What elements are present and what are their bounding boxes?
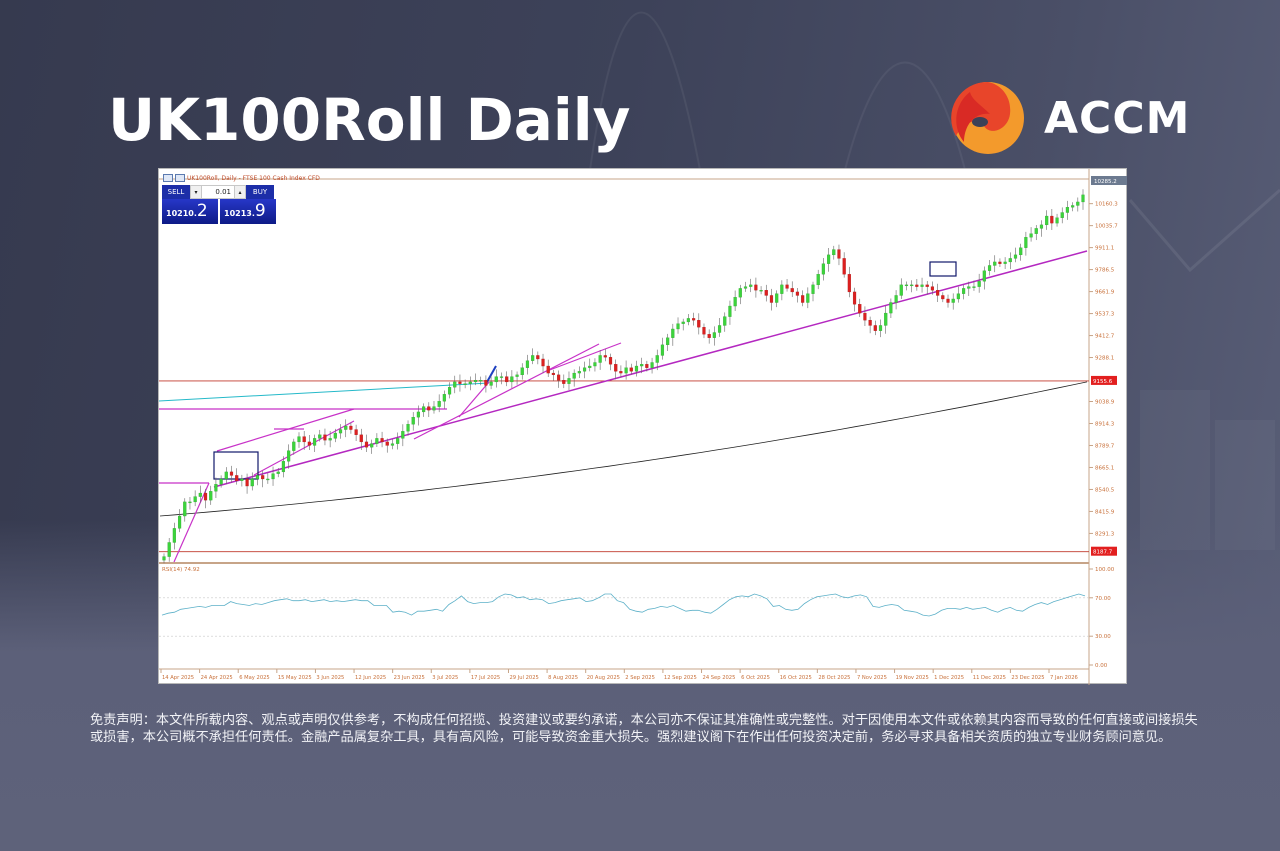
- sell-price-button[interactable]: 10210. 2: [162, 199, 218, 224]
- svg-text:10035.7: 10035.7: [1095, 224, 1118, 230]
- one-click-trade-panel: SELL ▾ 0.01 ▴ BUY 10210. 2 10213. 9: [162, 185, 278, 224]
- svg-text:29 Jul 2025: 29 Jul 2025: [509, 675, 538, 681]
- sell-price-main: 10210.: [166, 209, 197, 218]
- svg-text:0.00: 0.00: [1095, 663, 1108, 669]
- svg-text:17 Jul 2025: 17 Jul 2025: [471, 675, 500, 681]
- svg-text:1 Dec 2025: 1 Dec 2025: [934, 675, 964, 681]
- svg-text:8415.9: 8415.9: [1095, 509, 1115, 515]
- svg-text:19 Nov 2025: 19 Nov 2025: [896, 675, 929, 681]
- svg-text:16 Oct 2025: 16 Oct 2025: [780, 675, 812, 681]
- svg-text:8665.1: 8665.1: [1095, 465, 1114, 471]
- svg-text:9288.1: 9288.1: [1095, 356, 1114, 362]
- svg-text:9412.7: 9412.7: [1095, 334, 1115, 340]
- lot-decrease-icon[interactable]: ▾: [190, 185, 202, 199]
- disclaimer-text: 免责声明：本文件所载内容、观点或声明仅供参考，不构成任何招揽、投资建议或要约承诺…: [90, 713, 1198, 745]
- chart-window-icon: [163, 174, 173, 182]
- lot-size-input[interactable]: 0.01: [202, 185, 234, 199]
- svg-text:28 Oct 2025: 28 Oct 2025: [818, 675, 850, 681]
- buy-price-main: 10213.: [224, 209, 255, 218]
- svg-text:8540.5: 8540.5: [1095, 487, 1115, 493]
- chart-title: UK100Roll, Daily - FTSE 100 Cash Index C…: [187, 174, 320, 182]
- svg-text:30.00: 30.00: [1095, 634, 1111, 640]
- svg-text:6 May 2025: 6 May 2025: [239, 675, 270, 681]
- svg-text:9537.3: 9537.3: [1095, 312, 1115, 318]
- chart-window[interactable]: 10160.3 10035.7 9911.1 9786.5 9661.9 9537.3 94…: [158, 168, 1128, 685]
- sell-button[interactable]: SELL: [162, 185, 190, 199]
- svg-text:8291.3: 8291.3: [1095, 531, 1115, 537]
- svg-text:8187.7: 8187.7: [1093, 550, 1113, 556]
- svg-text:12 Sep 2025: 12 Sep 2025: [664, 675, 697, 681]
- svg-text:9038.9: 9038.9: [1095, 400, 1115, 406]
- svg-text:24 Apr 2025: 24 Apr 2025: [201, 675, 233, 681]
- svg-text:9911.1: 9911.1: [1095, 246, 1114, 252]
- svg-text:11 Dec 2025: 11 Dec 2025: [973, 675, 1006, 681]
- svg-text:10285.2: 10285.2: [1094, 179, 1117, 185]
- svg-text:70.00: 70.00: [1095, 596, 1111, 602]
- buy-price-button[interactable]: 10213. 9: [220, 199, 276, 224]
- svg-text:12 Jun 2025: 12 Jun 2025: [355, 675, 386, 681]
- chart-window-icon-2: [175, 174, 185, 182]
- svg-text:3 Jul 2025: 3 Jul 2025: [432, 675, 458, 681]
- svg-text:20 Aug 2025: 20 Aug 2025: [587, 675, 620, 681]
- svg-text:RSI(14) 74.92: RSI(14) 74.92: [162, 567, 200, 573]
- svg-text:8914.3: 8914.3: [1095, 421, 1115, 427]
- chart-titlebar: UK100Roll, Daily - FTSE 100 Cash Index C…: [163, 172, 320, 184]
- page-title: UK100Roll Daily: [108, 86, 631, 154]
- svg-text:7 Nov 2025: 7 Nov 2025: [857, 675, 887, 681]
- svg-text:23 Jun 2025: 23 Jun 2025: [394, 675, 425, 681]
- svg-text:9786.5: 9786.5: [1095, 268, 1115, 274]
- svg-text:2 Sep 2025: 2 Sep 2025: [625, 675, 655, 681]
- svg-text:3 Jun 2025: 3 Jun 2025: [316, 675, 344, 681]
- svg-text:100.00: 100.00: [1095, 567, 1115, 573]
- svg-text:8 Aug 2025: 8 Aug 2025: [548, 675, 578, 681]
- svg-text:6 Oct 2025: 6 Oct 2025: [741, 675, 770, 681]
- svg-text:7 Jan 2026: 7 Jan 2026: [1050, 675, 1078, 681]
- buy-price-pips: 9: [254, 201, 266, 221]
- lot-increase-icon[interactable]: ▴: [234, 185, 246, 199]
- svg-text:9155.6: 9155.6: [1093, 379, 1113, 385]
- accm-logo-icon: [951, 81, 1024, 154]
- svg-text:8789.7: 8789.7: [1095, 443, 1115, 449]
- svg-text:9661.9: 9661.9: [1095, 290, 1115, 296]
- brand-name: ACCM: [1044, 92, 1191, 144]
- buy-button[interactable]: BUY: [246, 185, 274, 199]
- svg-text:15 May 2025: 15 May 2025: [278, 675, 312, 681]
- svg-text:24 Sep 2025: 24 Sep 2025: [703, 675, 736, 681]
- svg-text:23 Dec 2025: 23 Dec 2025: [1011, 675, 1044, 681]
- svg-text:14 Apr 2025: 14 Apr 2025: [162, 675, 194, 681]
- price-chart[interactable]: 10160.3 10035.7 9911.1 9786.5 9661.9 9537.3 94…: [159, 169, 1128, 685]
- svg-text:10160.3: 10160.3: [1095, 202, 1118, 208]
- brand-logo: ACCM: [950, 80, 1190, 156]
- sell-price-pips: 2: [196, 201, 208, 221]
